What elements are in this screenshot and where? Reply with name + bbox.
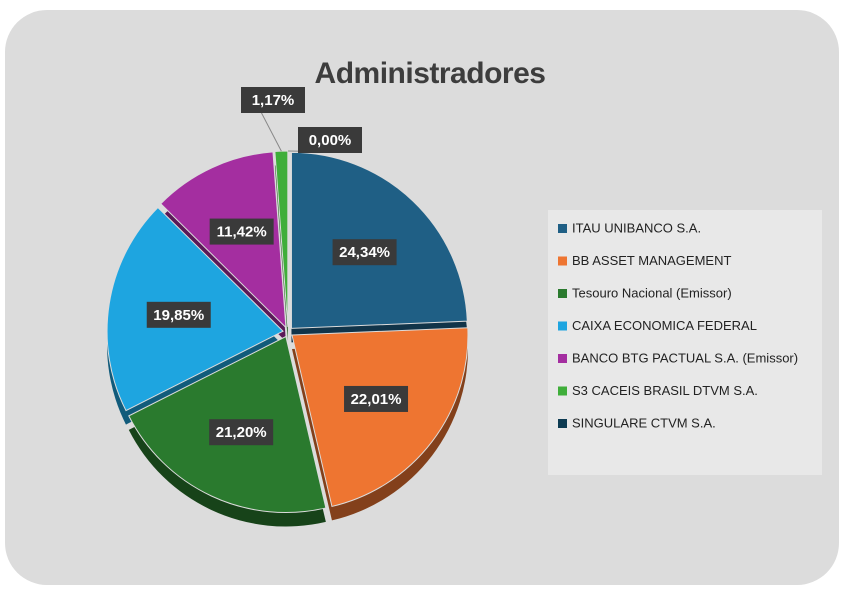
legend-swatch <box>558 224 567 233</box>
data-label: 0,00% <box>309 132 352 149</box>
legend-swatch <box>558 256 567 266</box>
data-label: 24,34% <box>339 244 390 261</box>
data-label-box <box>344 385 409 412</box>
data-label: 21,20% <box>216 424 267 441</box>
data-label-box <box>209 419 274 446</box>
chart-title: Administradores <box>315 57 546 90</box>
data-label-box <box>298 127 362 153</box>
legend-label: S3 CACEIS BRASIL DTVM S.A. <box>572 383 758 398</box>
legend-swatch <box>558 386 567 396</box>
legend-label: CAIXA ECONOMICA FEDERAL <box>572 318 757 333</box>
legend-label: Tesouro Nacional (Emissor) <box>572 285 732 300</box>
legend-label: BANCO BTG PACTUAL S.A. (Emissor) <box>572 350 798 365</box>
legend-swatch <box>558 289 567 298</box>
legend <box>548 210 822 475</box>
data-label: 1,17% <box>252 92 295 109</box>
legend-swatch <box>558 419 567 428</box>
data-label-box <box>241 87 305 113</box>
legend-swatch <box>558 321 567 331</box>
data-label: 22,01% <box>351 391 402 408</box>
data-label-box <box>332 239 397 266</box>
legend-label: BB ASSET MANAGEMENT <box>572 253 731 268</box>
slice <box>291 327 469 508</box>
legend-label: SINGULARE CTVM S.A. <box>572 415 716 430</box>
leader-line <box>260 111 282 152</box>
legend-label: ITAU UNIBANCO S.A. <box>572 220 701 235</box>
data-label-box <box>209 218 274 245</box>
data-label-box <box>146 301 211 328</box>
data-label: 11,42% <box>217 224 267 241</box>
data-label: 19,85% <box>153 307 204 324</box>
legend-swatch <box>558 354 567 363</box>
